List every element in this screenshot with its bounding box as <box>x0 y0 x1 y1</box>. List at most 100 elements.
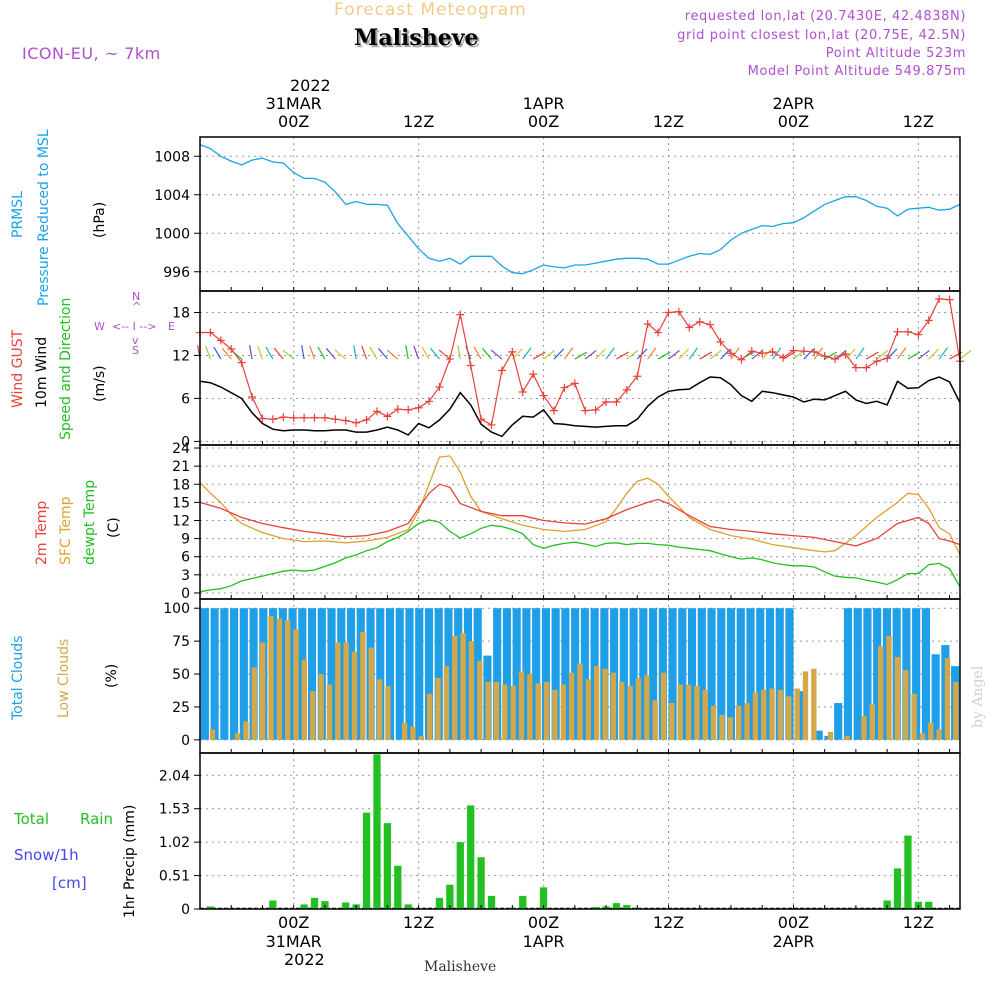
wind-direction-arrow <box>688 347 699 360</box>
total-clouds-label: Total Clouds <box>10 635 26 720</box>
top-hour-label: 00Z <box>278 112 310 131</box>
wind-gust-point <box>445 355 454 364</box>
temp-sfc-label: SFC Temp <box>58 496 74 565</box>
wind-gust-point <box>737 355 746 364</box>
total-cloud-bar <box>687 608 697 740</box>
wind-gust-point <box>779 353 788 362</box>
low-cloud-bar <box>811 668 817 740</box>
wind-gust-point <box>851 363 860 372</box>
total-cloud-bar <box>814 730 823 740</box>
y-tick-label: 75 <box>172 634 190 650</box>
wind-gust-point <box>664 308 673 317</box>
rain-bar <box>394 865 402 909</box>
wind-gust-point <box>581 406 590 415</box>
low-cloud-bar <box>418 735 424 740</box>
y-tick-label: 24 <box>172 441 190 457</box>
model-label: ICON-EU, ~ 7km <box>22 44 161 63</box>
wind-gust-point <box>206 328 215 337</box>
rain-bar <box>362 812 371 909</box>
bottom-hour-label: 12Z <box>402 913 435 932</box>
low-cloud-bar <box>777 689 784 740</box>
low-cloud-bar <box>552 689 558 740</box>
low-cloud-bar <box>268 616 274 740</box>
low-cloud-bar <box>936 729 942 740</box>
rain-bar <box>893 868 902 909</box>
y-tick-label: 1008 <box>154 149 190 165</box>
y-tick-label: 18 <box>172 305 190 321</box>
low-cloud-bar <box>502 684 508 740</box>
wind-gust-point <box>404 405 413 414</box>
wind-direction-arrow <box>866 351 879 360</box>
wind-direction-arrow <box>265 346 274 360</box>
total-cloud-bar <box>502 608 511 740</box>
bottom-hour-label: 12Z <box>652 913 685 932</box>
y-tick-label: 1004 <box>154 188 190 204</box>
wind-direction-arrow <box>221 347 232 360</box>
dewpt-temp-line <box>199 519 961 593</box>
wind-direction-arrow <box>917 349 930 360</box>
panel-frame <box>199 290 961 446</box>
wind-direction-arrow <box>845 348 856 360</box>
bottom-date-label: 31MAR <box>265 932 322 951</box>
wind-gust-point <box>435 382 444 391</box>
bottom-hour-label: 12Z <box>902 913 934 932</box>
pressure-line <box>199 144 961 275</box>
rain-bar <box>342 902 350 909</box>
rain-bar <box>487 895 496 909</box>
wind-direction-arrow <box>938 347 948 360</box>
low-cloud-bar <box>259 642 266 740</box>
wind-gust-point <box>883 354 892 363</box>
grid-layer <box>200 137 960 910</box>
wind-direction-arrow <box>543 349 555 360</box>
low-cloud-bar <box>577 663 583 740</box>
low-cloud-bar <box>443 666 450 740</box>
wind-gust-point <box>466 361 475 370</box>
total-cloud-bar <box>415 608 424 740</box>
low-cloud-bar <box>752 692 759 740</box>
total-cloud-bar <box>785 608 794 740</box>
wind-direction-arrow <box>574 351 588 360</box>
wind-direction-arrow <box>413 345 420 360</box>
low-cloud-bar <box>543 681 550 740</box>
wind-gust-point <box>258 414 267 423</box>
wind-gust-point <box>799 347 808 356</box>
wind-gust-point <box>487 420 496 429</box>
low-cloud-bar <box>535 683 541 740</box>
wind-gust-point <box>903 327 912 336</box>
wind-direction-arrow <box>309 345 316 360</box>
wind-gust-point <box>685 323 694 332</box>
wind-gust-point <box>945 295 954 304</box>
wind-gust-point <box>237 358 246 367</box>
low-cloud-bar <box>568 672 575 740</box>
wind-direction-arrow <box>325 347 336 360</box>
total-cloud-bar <box>200 608 209 740</box>
total-cloud-bar <box>532 608 541 740</box>
total-cloud-bar <box>434 608 443 740</box>
precip-rain-label: Rain <box>80 810 113 828</box>
low-cloud-bar <box>293 629 299 740</box>
compass-s-label: S <box>132 344 139 357</box>
wind-gust-point <box>539 391 548 400</box>
wind-gust-point <box>310 413 319 422</box>
y-tick-label: 6 <box>181 391 190 407</box>
rain-bar <box>883 900 891 909</box>
low-cloud-bar <box>694 685 700 740</box>
wind-gust-point <box>227 345 236 354</box>
wind-direction-arrow <box>490 349 503 360</box>
low-cloud-bar <box>786 696 792 740</box>
wind-speed-dir-label: Speed and Direction <box>58 297 74 440</box>
wind-direction-arrow <box>824 351 838 360</box>
low-cloud-bar <box>234 733 241 740</box>
low-cloud-bar <box>627 685 633 740</box>
wind-direction-arrow <box>405 345 409 360</box>
wind-direction-arrow <box>377 347 388 360</box>
low-cloud-bar <box>585 679 592 740</box>
wind-gust-point <box>831 355 840 364</box>
wind-direction-arrow <box>369 346 378 360</box>
precip-total-label: Total <box>14 810 50 828</box>
top-date-label: 1APR <box>522 94 565 113</box>
rain-bar <box>925 901 933 909</box>
low-cloud-bar <box>736 705 742 740</box>
top-hour-label: 12Z <box>902 112 934 131</box>
panel-frame <box>199 136 961 292</box>
